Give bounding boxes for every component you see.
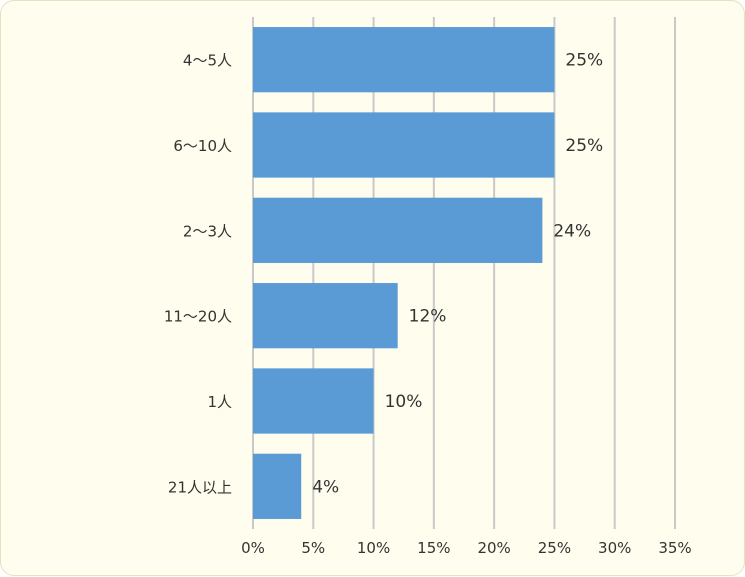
- x-tick-label: 25%: [538, 539, 571, 557]
- x-tick-label: 20%: [477, 539, 510, 557]
- category-labels: 4〜5人 6〜10人 2〜3人 11〜20人 1人 21人以上: [164, 52, 232, 497]
- category-label: 6〜10人: [173, 137, 232, 155]
- category-label: 11〜20人: [164, 308, 232, 326]
- bar: [253, 27, 555, 93]
- grid-lines: [252, 17, 676, 529]
- x-tick-label: 35%: [658, 539, 691, 557]
- data-label: 24%: [553, 221, 591, 241]
- category-label: 4〜5人: [183, 52, 232, 70]
- x-tick-label: 0%: [241, 539, 265, 557]
- bars: [253, 27, 555, 519]
- x-tick-label: 30%: [598, 539, 631, 557]
- category-label: 21人以上: [168, 478, 232, 496]
- bar: [253, 112, 555, 178]
- data-label: 12%: [409, 307, 447, 327]
- x-tick-label: 15%: [417, 539, 450, 557]
- x-tick-label: 5%: [301, 539, 325, 557]
- data-label: 4%: [312, 477, 339, 497]
- bar: [253, 283, 398, 349]
- x-axis-tick-labels: 0% 5% 10% 15% 20% 25% 30% 35%: [241, 539, 692, 557]
- x-tick-label: 10%: [357, 539, 390, 557]
- data-label: 10%: [385, 392, 423, 412]
- bar: [253, 453, 302, 519]
- category-label: 2〜3人: [183, 222, 232, 240]
- data-label: 25%: [565, 51, 603, 71]
- category-label: 1人: [207, 393, 232, 411]
- bar: [253, 197, 543, 263]
- data-label: 25%: [565, 136, 603, 156]
- data-labels: 25% 25% 24% 12% 10% 4%: [312, 51, 603, 498]
- bar: [253, 368, 374, 434]
